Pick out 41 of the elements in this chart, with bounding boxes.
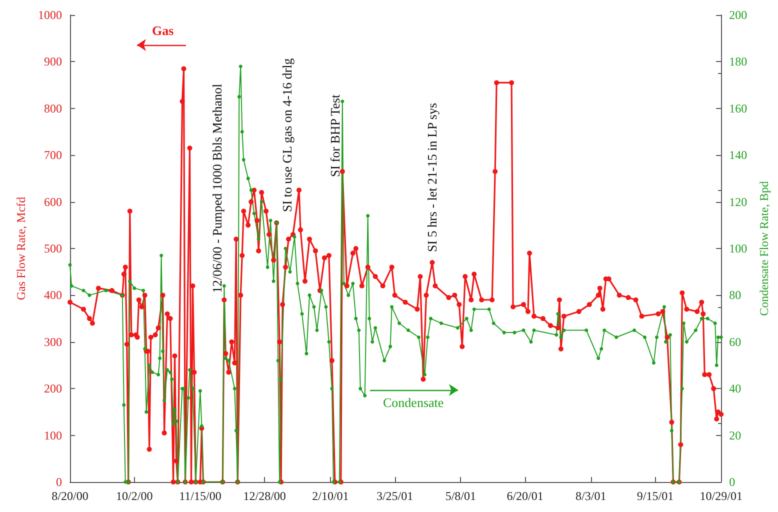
x-tick-label: 10/2/00 — [116, 489, 153, 503]
y2-tick-label: 20 — [729, 428, 742, 442]
y-tick-label: 700 — [44, 148, 62, 162]
x-tick-label: 11/15/00 — [179, 489, 222, 503]
x-tick-label: 12/28/00 — [243, 489, 286, 503]
y2-tick-label: 200 — [729, 8, 748, 22]
y2-tick-label: 120 — [729, 194, 748, 209]
x-tick-label: 5/8/01 — [445, 489, 476, 503]
legend-label: Condensate — [383, 395, 444, 410]
y2-tick-label: 180 — [729, 54, 748, 69]
annotation: SI for BHP Test — [328, 94, 342, 177]
y-tick-label: 800 — [44, 101, 62, 116]
x-tick-label: 6/20/01 — [506, 489, 544, 503]
y2-tick-label: 140 — [729, 148, 748, 162]
y2-tick-label: 80 — [729, 288, 742, 302]
y-axis-title: Gas Flow Rate, Mcfd — [14, 196, 28, 300]
y-tick-label: 100 — [44, 428, 62, 442]
y2-tick-label: 160 — [729, 101, 748, 116]
x-tick-label: 3/25/01 — [376, 489, 414, 503]
y2-tick-label: 0 — [729, 475, 736, 489]
y-tick-label: 200 — [44, 382, 62, 396]
y2-tick-label: 60 — [729, 334, 742, 349]
x-tick-label: 10/29/01 — [700, 489, 742, 503]
y-tick-label: 1000 — [38, 8, 62, 22]
y-tick-label: 300 — [44, 334, 62, 349]
y2-tick-label: 40 — [729, 382, 742, 396]
y2-axis-title: Condensate Flow Rate, Bpd — [757, 181, 771, 316]
y-tick-label: 500 — [44, 242, 62, 256]
y-tick-label: 600 — [44, 194, 62, 209]
y-tick-label: 400 — [44, 288, 62, 302]
text: Gas — [152, 23, 174, 38]
annotation: 12/06/00 - Pumped 1000 Bbls Methanol — [210, 84, 224, 293]
x-tick-label: 8/3/01 — [576, 489, 606, 503]
y-tick-label: 0 — [56, 475, 62, 489]
y-tick-label: 900 — [44, 54, 62, 69]
annotation: SI to use GL gas on 4-16 drlg — [280, 58, 294, 212]
x-tick-label: 9/15/01 — [636, 489, 674, 503]
x-tick-label: 2/10/01 — [312, 489, 349, 503]
x-tick-label: 8/20/00 — [52, 489, 88, 503]
annotation: SI 5 hrs - let 21-15 in LP sys — [424, 102, 440, 252]
y2-tick-label: 100 — [729, 242, 748, 256]
